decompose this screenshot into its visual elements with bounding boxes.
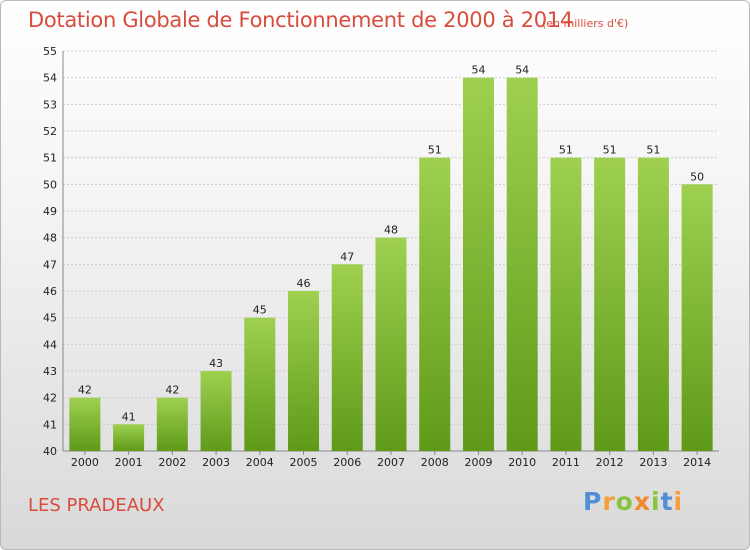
x-tick-label: 2008 — [421, 456, 449, 469]
bar — [375, 237, 407, 451]
bar — [200, 371, 232, 451]
x-tick-label: 2000 — [71, 456, 99, 469]
y-tick-label: 43 — [43, 365, 57, 378]
bar — [113, 424, 145, 451]
y-tick-label: 45 — [43, 312, 57, 325]
y-tick-label: 41 — [43, 418, 57, 431]
proxiti-logo[interactable]: Proxiti — [583, 487, 684, 516]
y-tick-label: 40 — [43, 445, 57, 458]
y-tick-label: 55 — [43, 45, 57, 58]
data-label: 51 — [559, 144, 573, 157]
x-tick-label: 2002 — [158, 456, 186, 469]
bar — [462, 77, 494, 452]
bar — [69, 397, 101, 451]
y-tick-label: 42 — [43, 392, 57, 405]
bar — [244, 317, 276, 451]
x-tick-label: 2006 — [333, 456, 361, 469]
x-tick-label: 2001 — [115, 456, 143, 469]
bar — [288, 291, 320, 451]
data-label: 51 — [646, 144, 660, 157]
data-label: 54 — [515, 64, 529, 77]
data-label: 42 — [78, 384, 92, 397]
chart-unit: (en milliers d'€) — [542, 17, 629, 30]
x-tick-label: 2011 — [552, 456, 580, 469]
data-label: 47 — [340, 250, 354, 263]
y-tick-label: 47 — [43, 258, 57, 271]
x-tick-label: 2014 — [683, 456, 711, 469]
y-tick-label: 53 — [43, 98, 57, 111]
bar — [637, 157, 669, 451]
y-tick-label: 50 — [43, 178, 57, 191]
y-tick-label: 48 — [43, 232, 57, 245]
x-tick-label: 2007 — [377, 456, 405, 469]
y-tick-label: 46 — [43, 285, 57, 298]
data-label: 50 — [690, 170, 704, 183]
y-tick-label: 51 — [43, 152, 57, 165]
data-label: 54 — [471, 64, 485, 77]
data-label: 46 — [297, 277, 311, 290]
x-tick-label: 2009 — [464, 456, 492, 469]
x-tick-label: 2005 — [290, 456, 318, 469]
data-label: 43 — [209, 357, 223, 370]
x-tick-label: 2013 — [639, 456, 667, 469]
bar — [550, 157, 582, 451]
bar — [594, 157, 626, 451]
data-label: 51 — [428, 144, 442, 157]
data-label: 42 — [165, 384, 179, 397]
x-tick-label: 2004 — [246, 456, 274, 469]
y-tick-label: 52 — [43, 125, 57, 138]
chart-title: Dotation Globale de Fonctionnement de 20… — [28, 8, 573, 32]
y-tick-label: 49 — [43, 205, 57, 218]
bar — [331, 264, 363, 451]
x-tick-label: 2003 — [202, 456, 230, 469]
y-tick-label: 54 — [43, 72, 57, 85]
y-tick-label: 44 — [43, 338, 57, 351]
x-tick-label: 2010 — [508, 456, 536, 469]
bar — [506, 77, 538, 452]
x-tick-label: 2012 — [596, 456, 624, 469]
bar — [156, 397, 188, 451]
place-name: LES PRADEAUX — [28, 495, 165, 516]
bar — [419, 157, 451, 451]
bar — [681, 184, 713, 452]
data-label: 41 — [122, 410, 136, 423]
data-label: 45 — [253, 304, 267, 317]
data-label: 48 — [384, 224, 398, 237]
data-label: 51 — [603, 144, 617, 157]
